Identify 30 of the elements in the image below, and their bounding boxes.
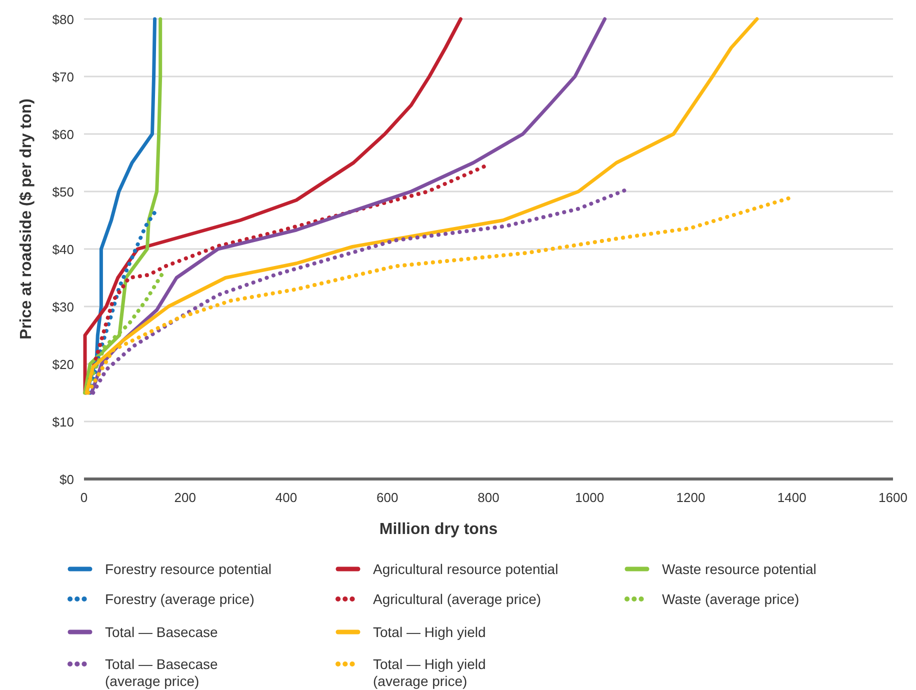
legend-label: Forestry resource potential xyxy=(105,561,272,577)
x-tick-label: 1200 xyxy=(676,490,706,505)
legend-label: Total — High yield (average price) xyxy=(373,656,486,689)
x-tick-label: 200 xyxy=(174,490,196,505)
legend-label: Total — High yield xyxy=(373,624,486,640)
y-axis-title: Price at roadside ($ per dry ton) xyxy=(18,98,35,340)
y-tick-label: $50 xyxy=(52,184,74,200)
x-tick-label: 0 xyxy=(80,490,88,505)
legend-label: Forestry (average price) xyxy=(105,591,254,607)
legend-label: Total — Basecase xyxy=(105,624,218,640)
y-tick-label: $80 xyxy=(52,12,74,27)
x-tick-label: 600 xyxy=(376,490,398,505)
legend-label: Agricultural resource potential xyxy=(373,561,558,577)
x-tick-label: 400 xyxy=(275,490,298,505)
x-tick-label: 1400 xyxy=(777,490,806,505)
legend-label: Total — Basecase (average price) xyxy=(105,656,218,689)
x-tick-label: 800 xyxy=(478,490,500,505)
y-tick-label: $60 xyxy=(52,127,74,142)
legend-label: Waste (average price) xyxy=(662,591,800,607)
legend-label: Agricultural (average price) xyxy=(373,591,542,607)
y-tick-label: $10 xyxy=(52,414,74,430)
legend-label: Waste resource potential xyxy=(662,561,816,577)
x-tick-label: 1000 xyxy=(575,490,604,505)
x-axis-title: Million dry tons xyxy=(379,521,498,538)
y-tick-label: $0 xyxy=(60,472,74,487)
y-tick-label: $70 xyxy=(52,70,74,84)
y-tick-label: $30 xyxy=(52,300,74,314)
y-tick-label: $40 xyxy=(52,242,74,257)
y-tick-label: $20 xyxy=(52,357,74,372)
x-tick-label: 1600 xyxy=(878,490,908,505)
